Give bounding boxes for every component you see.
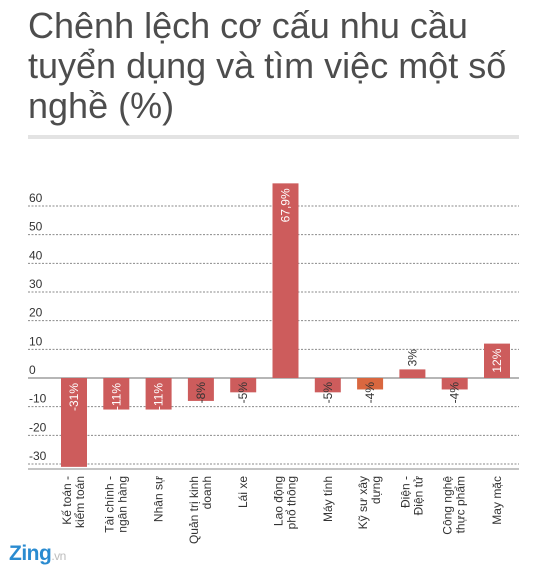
bar: [61, 378, 87, 467]
data-label: 12%: [490, 348, 504, 372]
data-label: -5%: [321, 382, 335, 404]
y-tick-label: 30: [29, 277, 43, 291]
category-label-line: Nhân sự: [152, 476, 166, 522]
y-tick-label: 60: [29, 191, 43, 205]
bar: [103, 378, 130, 410]
category-label: Nhân sự: [152, 476, 166, 522]
data-label: -4%: [448, 382, 462, 404]
data-label: -11%: [152, 383, 166, 410]
chart-title: Chênh lệch cơ cấu nhu cầu tuyển dụng và …: [28, 5, 507, 126]
data-label: -5%: [236, 382, 250, 404]
y-tick-label: 40: [29, 248, 43, 262]
category-label: Kỹ sư xâydựng: [356, 476, 383, 529]
data-label: -8%: [194, 382, 208, 404]
bar: [357, 378, 384, 390]
y-tick-label: -10: [29, 392, 47, 406]
category-label-line: thực phẩm: [454, 476, 468, 533]
category-label-line: Lao động: [272, 476, 286, 526]
category-label-line: Máy tính: [321, 476, 335, 522]
category-label-line: Quản trị kinh: [187, 476, 201, 544]
y-tick-label: 10: [29, 334, 43, 348]
data-label: 67,9%: [279, 188, 293, 222]
y-tick-label: 50: [29, 220, 43, 234]
bar: [314, 378, 341, 393]
data-label: 3%: [405, 349, 419, 367]
category-label-line: kiểm toán: [73, 476, 87, 528]
data-label: -31%: [67, 383, 81, 411]
bar: [399, 369, 426, 378]
category-label-line: Lái xe: [236, 476, 250, 508]
category-label-line: dựng: [369, 476, 383, 504]
y-tick-label: 0: [29, 363, 36, 377]
category-label-line: Tài chính -: [102, 476, 116, 533]
y-tick-label: 20: [29, 306, 43, 320]
category-label: Lái xe: [236, 476, 250, 508]
y-tick-label: -20: [29, 420, 47, 434]
category-label-line: Điện -: [398, 476, 412, 508]
category-label: May mặc: [490, 476, 504, 525]
data-label: -11%: [109, 383, 123, 410]
category-label: Quản trị kinhdoanh: [187, 476, 214, 544]
bar: [187, 378, 214, 401]
title-divider: [28, 135, 519, 139]
category-label-line: ngân hàng: [115, 476, 129, 533]
logo-suffix: .vn: [51, 549, 66, 563]
category-label-line: phổ thông: [285, 476, 299, 529]
category-label-line: Điện tử: [411, 476, 425, 515]
category-label-line: May mặc: [490, 476, 504, 525]
bar: [441, 378, 468, 390]
category-label: Kế toán -kiểm toán: [60, 476, 87, 528]
category-label: Lao độngphổ thông: [272, 476, 299, 529]
category-label: Máy tính: [321, 476, 335, 522]
category-label-line: Công nghệ: [441, 476, 455, 535]
bar: [272, 183, 299, 378]
bar: [484, 343, 510, 378]
bar: [230, 378, 257, 393]
category-label-line: Kế toán -: [60, 476, 74, 525]
y-tick-label: -30: [29, 449, 47, 463]
data-label: -4%: [363, 382, 377, 404]
category-label-line: Kỹ sư xây: [356, 476, 370, 529]
bar: [145, 378, 172, 410]
category-label: Điện -Điện tử: [398, 476, 425, 515]
category-label: Công nghệthực phẩm: [441, 476, 468, 535]
category-label-line: doanh: [200, 476, 214, 509]
category-label: Tài chính -ngân hàng: [102, 476, 129, 533]
logo-brand: Zing: [9, 542, 52, 565]
zing-logo: Zing.vn: [9, 541, 89, 567]
